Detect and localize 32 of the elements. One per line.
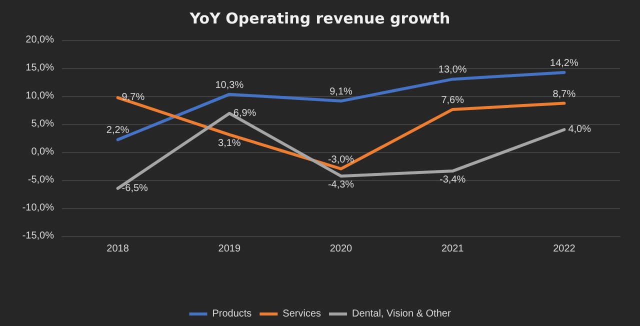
data-label: 9,1%	[330, 86, 353, 98]
data-label: 4,0%	[568, 124, 592, 136]
data-label: 14,2%	[550, 58, 578, 69]
data-label: 2,2%	[106, 125, 130, 136]
data-label: -3,0%	[328, 154, 354, 166]
x-tick-label: 2021	[441, 244, 464, 254]
y-tick-label: 20,0%	[26, 34, 54, 46]
data-label: 9,7%	[122, 92, 145, 104]
y-tick-label: 15,0%	[26, 62, 54, 74]
y-tick-label: -5,0%	[28, 174, 54, 186]
data-label: -6,5%	[122, 182, 148, 194]
x-tick-label: 2022	[553, 244, 576, 254]
y-tick-label: -15,0%	[22, 230, 54, 242]
data-label: -3,4%	[440, 174, 466, 186]
data-label: -4,3%	[328, 180, 354, 191]
data-label: 13,0%	[438, 64, 467, 76]
data-label: 10,3%	[215, 80, 244, 91]
y-tick-label: 10,0%	[26, 90, 54, 102]
y-tick-label: -10,0%	[22, 202, 54, 214]
data-label: 6,9%	[233, 108, 256, 119]
legend-label: Dental, Vision & Other	[352, 308, 452, 320]
x-tick-label: 2019	[218, 244, 241, 254]
y-tick-label: 0,0%	[31, 146, 54, 158]
data-label: 7,6%	[441, 94, 464, 106]
legend-label: Products	[212, 308, 252, 320]
chart-title: YoY Operating revenue growth	[188, 10, 450, 28]
x-tick-label: 2018	[106, 244, 130, 254]
data-label: 3,1%	[218, 138, 241, 150]
x-tick-label: 2020	[330, 244, 353, 254]
y-tick-label: 5,0%	[31, 118, 54, 130]
legend-label: Services	[282, 308, 322, 320]
data-label: 8,7%	[552, 88, 576, 100]
